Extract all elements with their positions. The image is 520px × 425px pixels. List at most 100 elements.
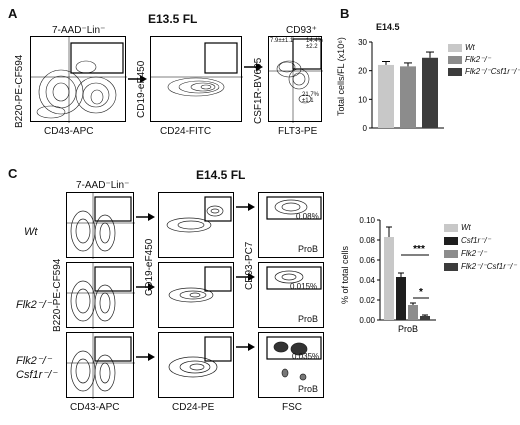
bar-0	[378, 64, 394, 128]
panel-b-chart-title: E14.5	[376, 22, 400, 32]
panel-c-col2-x-label: CD24-PE	[172, 402, 215, 413]
y-tick-label: 0.08	[359, 236, 375, 245]
bar-1	[396, 277, 406, 320]
y-axis-label: B220-PE-CF594	[14, 54, 25, 128]
arrow-icon	[244, 63, 263, 71]
panel-c-row1-col2-plot	[158, 192, 234, 258]
row-label-flk2: Flk2⁻/⁻	[16, 299, 52, 311]
legend-swatch	[448, 56, 462, 64]
y-tick-label: 0.10	[359, 216, 375, 225]
panel-c-col3-y-label: CD93-PC7	[244, 241, 255, 290]
bar-3	[420, 316, 430, 320]
legend-swatch	[444, 263, 458, 271]
arrow-icon	[128, 75, 147, 83]
legend-label: Wt	[465, 43, 475, 52]
row2-gate-percent: 0.015%	[290, 282, 318, 291]
panel-c-title: E14.5 FL	[196, 168, 246, 182]
panel-c-row1-col1-plot	[66, 192, 135, 259]
panel-c-row3-col1-plot	[66, 332, 135, 399]
bar-2	[422, 57, 438, 129]
x-axis-label: CD43-APC	[44, 126, 94, 137]
legend-swatch	[448, 44, 462, 52]
quadrant-top-left-value: 7.9±±1.1	[270, 38, 294, 44]
arrow-icon	[136, 283, 155, 291]
panel-a-plot-3	[268, 36, 323, 123]
panel-c-bar-y-axis-label: % of total cells	[340, 245, 350, 304]
legend-swatch	[448, 68, 462, 76]
panel-c-row2-col2-plot	[158, 262, 234, 328]
arrow-icon	[236, 203, 255, 211]
y-tick-label: 0.02	[359, 296, 375, 305]
panel-b-bar-chart: 0 10 20 30	[358, 38, 444, 133]
y-tick-label: 0.00	[359, 316, 375, 325]
arrow-icon	[136, 213, 155, 221]
gate-label: 7-AAD⁻Lin⁻	[76, 180, 130, 191]
quadrant-bottom-right-value: 21.7% ±1.1	[302, 92, 320, 104]
legend-swatch	[444, 224, 458, 232]
bar-1	[400, 66, 416, 128]
panel-c-row3-col3-plot	[258, 332, 324, 398]
category-label: ProB	[398, 324, 418, 334]
significance-label: *	[419, 287, 423, 298]
x-axis-label: FLT3-PE	[278, 126, 318, 137]
contour-plot	[168, 266, 232, 303]
contour-plot	[266, 266, 322, 290]
x-axis-label: CD24-FITC	[160, 126, 212, 137]
bar-0	[384, 237, 394, 320]
panel-a-plot-2	[150, 36, 243, 122]
bar-2	[408, 305, 418, 320]
row3-gate-percent: 0.035%	[292, 352, 320, 361]
contour-plot	[168, 336, 232, 378]
gate-label: 7-AAD⁻Lin⁻	[52, 25, 106, 36]
panel-c-row1-col3-plot	[258, 192, 324, 258]
panel-b-letter: B	[340, 6, 350, 21]
y-tick-label: 30	[358, 38, 367, 47]
panel-a-letter: A	[8, 6, 18, 21]
panel-b-y-axis-label: Total cells/FL (x10⁶)	[336, 37, 346, 116]
row-label-flk2-csf1r-line1: Flk2⁻/⁻	[16, 355, 52, 367]
panel-c-letter: C	[8, 166, 18, 181]
gate-label: CD93⁺	[286, 25, 317, 36]
row2-gate-name: ProB	[298, 314, 319, 324]
legend-label: Csf1r⁻/⁻	[461, 236, 491, 245]
panel-a-title: E13.5 FL	[148, 12, 198, 26]
contour-plot	[67, 333, 135, 399]
contour-plot	[166, 196, 232, 233]
legend-label: Flk2⁻/⁻	[461, 249, 487, 258]
y-axis-label: CSF1R-BV605	[253, 57, 264, 124]
panel-c-col2-y-label: CD19-eF450	[144, 238, 155, 296]
arrow-icon	[136, 353, 155, 361]
panel-a-plot-1	[30, 36, 127, 123]
arrow-icon	[236, 343, 255, 351]
row-label-wt: Wt	[24, 226, 38, 238]
y-tick-label: 0	[363, 124, 368, 133]
legend-label: Flk2⁻/⁻Csf1r⁻/⁻	[465, 67, 520, 76]
legend-label: Flk2⁻/⁻	[465, 55, 491, 64]
y-tick-label: 0.06	[359, 256, 375, 265]
contour-plot	[67, 193, 135, 259]
quadrant-top-right-value: 14.4% ±2.2	[306, 38, 324, 50]
row-label-flk2-csf1r-line2: Csf1r⁻/⁻	[16, 369, 57, 381]
contour-plot	[67, 263, 135, 329]
panel-c-col1-x-label: CD43-APC	[70, 402, 120, 413]
panel-c-row2-col1-plot	[66, 262, 135, 329]
legend-swatch	[444, 237, 458, 245]
panel-c-row2-col3-plot	[258, 262, 324, 328]
y-tick-label: 0.04	[359, 276, 375, 285]
row1-gate-percent: 0.08%	[296, 212, 319, 221]
legend-swatch	[444, 250, 458, 258]
contour-plot	[151, 42, 243, 97]
significance-label: ***	[413, 244, 425, 255]
contour-plot	[266, 196, 322, 220]
panel-c-col3-x-label: FSC	[282, 402, 302, 413]
contour-plot	[266, 336, 322, 381]
panel-c-col1-y-label: B220-PE-CF594	[52, 258, 63, 332]
arrow-icon	[236, 273, 255, 281]
row1-gate-name: ProB	[298, 244, 319, 254]
contour-plot	[269, 37, 323, 123]
y-axis-label: CD19-eF450	[136, 60, 147, 118]
row3-gate-name: ProB	[298, 384, 319, 394]
panel-c-row3-col2-plot	[158, 332, 234, 398]
legend-label: Flk2⁻/⁻Csf1r⁻/⁻	[461, 262, 517, 271]
